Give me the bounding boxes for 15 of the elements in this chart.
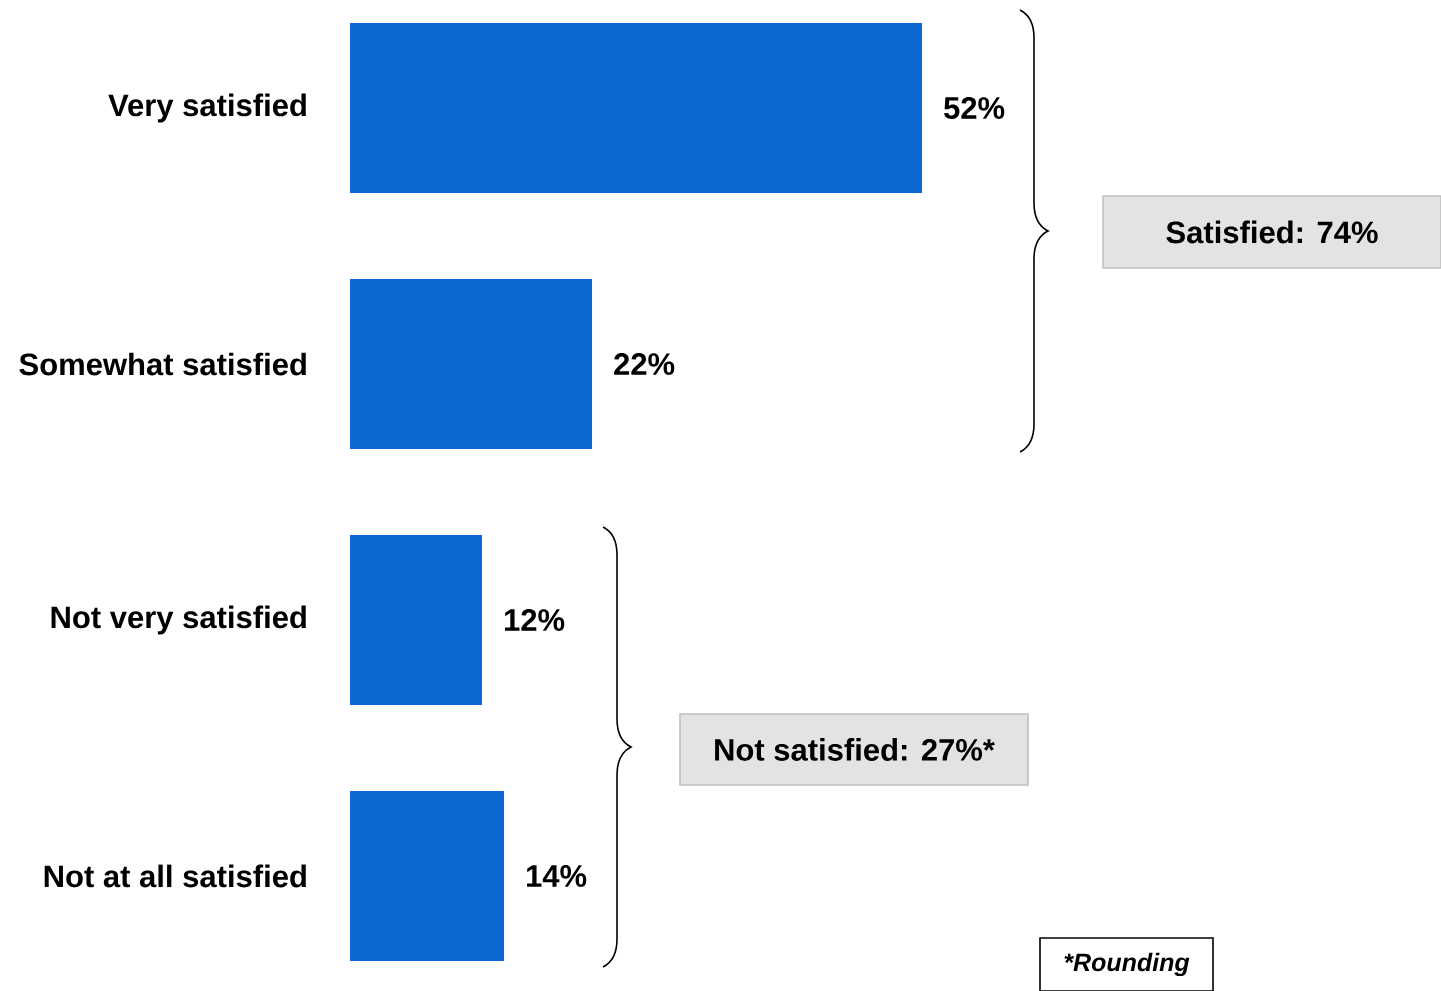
y-tick-label: Somewhat satisfied xyxy=(19,352,306,376)
bar xyxy=(350,791,504,961)
data-label: 12% xyxy=(505,609,565,631)
y-tick-label: Not very satisfied xyxy=(51,605,306,635)
bar xyxy=(350,23,922,194)
text: Satisfied: 74% xyxy=(1166,220,1378,244)
bar xyxy=(350,279,592,449)
y-tick-label: Very satisfied xyxy=(108,93,306,123)
annotation: Not satisfied: 27%* xyxy=(715,738,995,761)
data-label: 22% xyxy=(614,353,675,375)
data-label: 14% xyxy=(527,865,587,887)
bar xyxy=(350,535,483,705)
text: *Rounding xyxy=(1064,952,1190,977)
data-label: 52% xyxy=(944,97,1005,119)
y-tick-label: Not at all satisfied xyxy=(44,864,306,888)
